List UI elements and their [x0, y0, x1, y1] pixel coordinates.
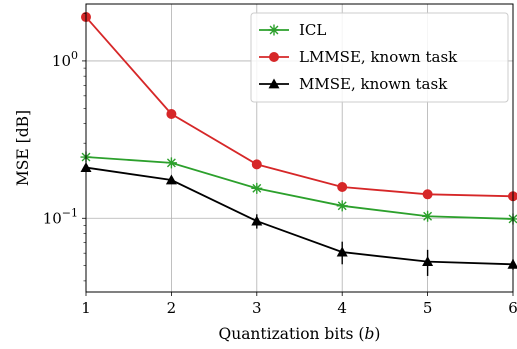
circle-marker	[166, 108, 177, 119]
triangle-marker	[165, 174, 177, 185]
triangle-marker	[268, 78, 280, 89]
circle-marker	[337, 182, 348, 193]
legend-label: ICL	[299, 21, 326, 39]
x-tick-label: 4	[337, 299, 347, 317]
legend-item: MMSE, known task	[259, 75, 448, 93]
x-tick-label: 1	[81, 299, 91, 317]
legend-item: ICL	[259, 21, 326, 39]
series-line	[85, 166, 514, 266]
star-marker	[268, 24, 280, 36]
circle-marker	[251, 159, 262, 170]
x-axis-label: Quantization bits (b)	[219, 325, 381, 343]
series-icl	[80, 151, 517, 225]
circle-marker	[422, 189, 433, 200]
y-axis-label: MSE [dB]	[14, 110, 32, 186]
axis-ticks: 1 2 3 4 5 6 100 10−1	[43, 13, 517, 317]
plot-frame	[85, 3, 514, 293]
triangle-marker	[251, 215, 263, 226]
legend-label: MMSE, known task	[299, 75, 448, 93]
series-mmse-known-task	[80, 162, 517, 276]
y-tick-label: 10−1	[43, 206, 78, 227]
legend: ICL LMMSE, known task MMSE, known task	[250, 12, 509, 103]
star-marker	[422, 210, 434, 222]
star-marker	[507, 213, 517, 225]
legend-item: LMMSE, known task	[259, 48, 458, 66]
series-line	[85, 156, 514, 220]
triangle-marker	[422, 256, 434, 267]
star-marker	[336, 200, 348, 212]
y-tick-label: 100	[52, 49, 78, 70]
triangle-marker	[336, 246, 348, 257]
x-tick-label: 6	[508, 299, 517, 317]
circle-marker	[269, 52, 279, 62]
star-marker	[251, 182, 263, 194]
x-tick-label: 3	[252, 299, 262, 317]
series-line	[85, 16, 514, 198]
x-tick-label: 2	[167, 299, 177, 317]
legend-box	[250, 12, 509, 103]
x-tick-label: 5	[423, 299, 433, 317]
star-marker	[165, 157, 177, 169]
triangle-marker	[507, 258, 517, 269]
legend-label: LMMSE, known task	[299, 48, 458, 66]
